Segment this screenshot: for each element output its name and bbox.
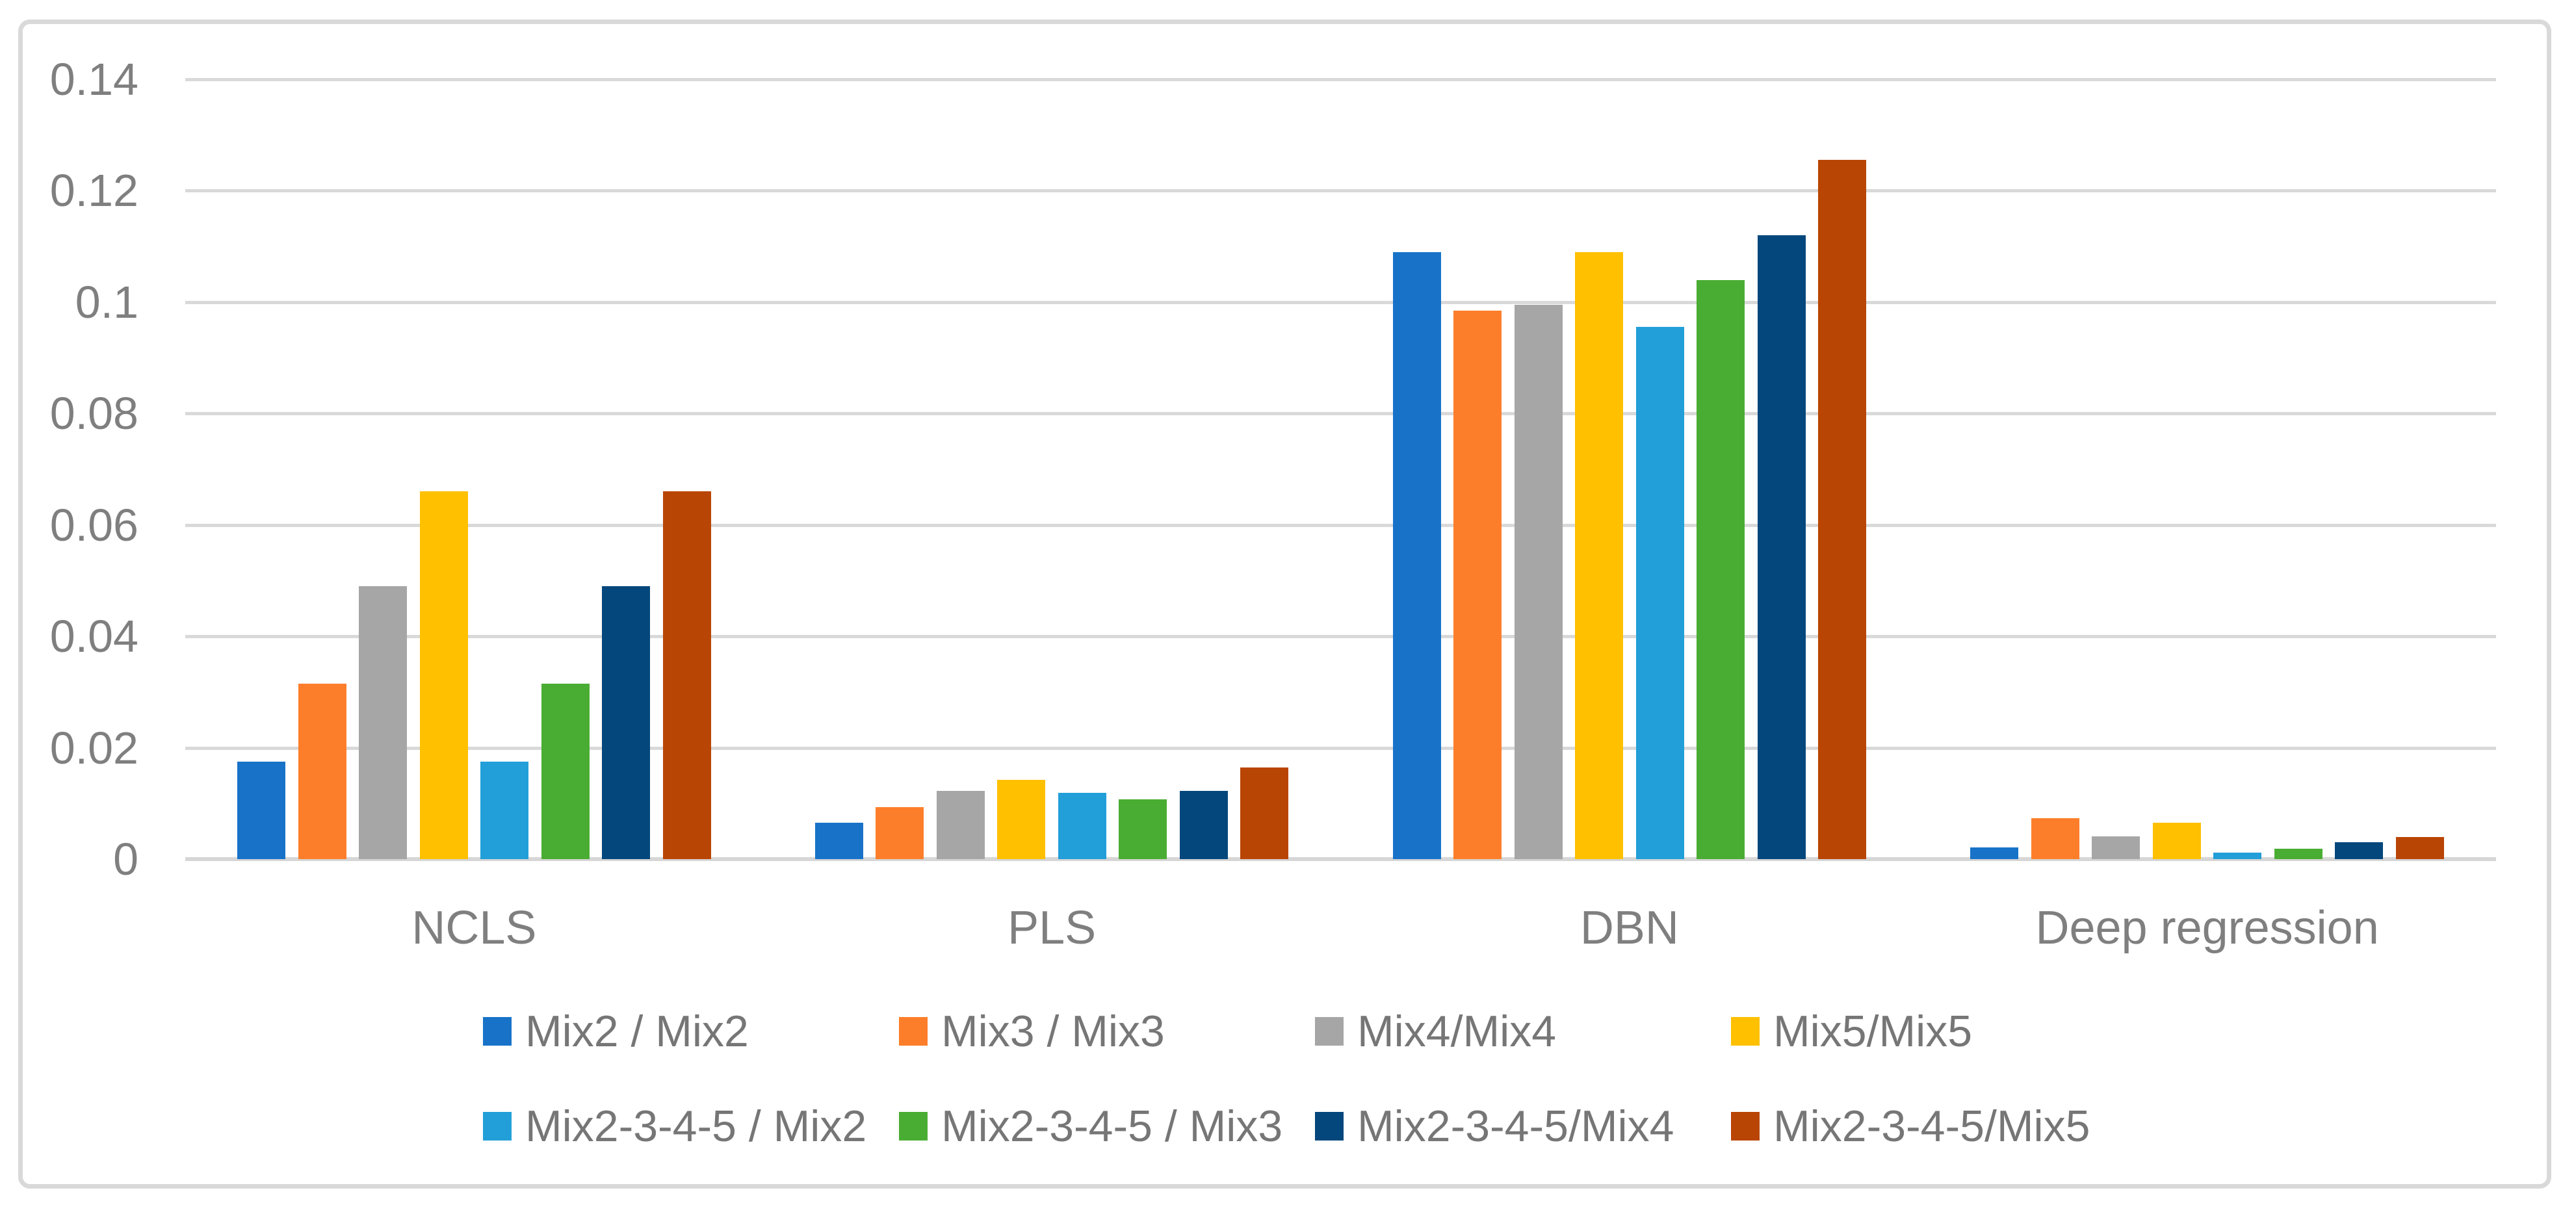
bar-Mix5-Mix5-NCLS <box>419 491 468 859</box>
bar-Mix2-3-4-5-Mix3-PLS <box>1119 799 1167 859</box>
legend-label: Mix4/Mix4 <box>1357 1007 1557 1056</box>
x-axis-category-label: Deep regression <box>2035 902 2379 954</box>
legend-swatch-icon <box>1315 1112 1344 1141</box>
legend-label: Mix2-3-4-5 / Mix2 <box>525 1102 867 1151</box>
bar-Mix2-3-4-5-Mix4-Deep regression <box>2335 842 2384 859</box>
legend-swatch-icon <box>899 1017 928 1046</box>
bar-Mix5-Mix5-PLS <box>997 780 1046 859</box>
bar-Mix2-Mix2-NCLS <box>237 762 286 859</box>
legend-item: Mix2-3-4-5 / Mix3 <box>899 1102 1315 1151</box>
y-axis-tick-label: 0.06 <box>49 499 138 550</box>
legend-item: Mix2 / Mix2 <box>483 1007 899 1056</box>
legend-item: Mix4/Mix4 <box>1315 1007 1731 1056</box>
bar-Mix2-Mix2-PLS <box>814 823 863 859</box>
x-axis-category-label: NCLS <box>411 902 537 954</box>
gridline-0.04 <box>185 635 2496 639</box>
gridline-0.06 <box>185 523 2496 527</box>
legend-label: Mix2-3-4-5/Mix4 <box>1357 1102 1674 1151</box>
legend-item: Mix2-3-4-5/Mix4 <box>1315 1102 1731 1151</box>
legend-swatch-icon <box>483 1017 512 1046</box>
bar-Mix2-Mix2-DBN <box>1392 252 1441 859</box>
gridline-0.12 <box>185 189 2496 193</box>
x-axis-category-label: DBN <box>1580 902 1679 954</box>
bar-Mix2-3-4-5-Mix3-DBN <box>1697 280 1745 859</box>
bar-Mix2-3-4-5-Mix2-Deep regression <box>2213 853 2262 859</box>
legend-item: Mix5/Mix5 <box>1731 1007 2147 1056</box>
bar-Mix2-3-4-5-Mix5-Deep regression <box>2395 837 2444 859</box>
legend-label: Mix2-3-4-5/Mix5 <box>1773 1102 2090 1151</box>
bar-Mix5-Mix5-DBN <box>1575 252 1624 859</box>
legend: Mix2 / Mix2 Mix3 / Mix3 Mix4/Mix4 Mix5/Mix5… <box>483 1007 2147 1151</box>
bar-Mix2-3-4-5-Mix2-PLS <box>1058 793 1106 859</box>
legend-label: Mix2-3-4-5 / Mix3 <box>941 1102 1283 1151</box>
gridline-0.1 <box>185 300 2496 304</box>
gridline-0.14 <box>185 78 2496 81</box>
y-axis-tick-label: 0.12 <box>49 165 138 216</box>
bar-Mix4-Mix4-NCLS <box>359 586 408 859</box>
y-axis-tick-label: 0.08 <box>49 388 138 439</box>
bar-Mix3-Mix3-NCLS <box>298 684 346 859</box>
bar-group-DBN <box>1341 79 1919 859</box>
bar-group-NCLS <box>185 79 763 859</box>
y-axis-tick-label: 0.02 <box>49 722 138 773</box>
bar-Mix3-Mix3-Deep regression <box>2031 818 2079 859</box>
legend-swatch-icon <box>899 1112 928 1141</box>
chart-border <box>18 19 2551 1189</box>
bar-Mix2-3-4-5-Mix3-Deep regression <box>2274 849 2322 859</box>
legend-swatch-icon <box>1731 1112 1760 1141</box>
bar-Mix4-Mix4-Deep regression <box>2092 836 2140 859</box>
legend-swatch-icon <box>1315 1017 1344 1046</box>
bar-Mix2-3-4-5-Mix5-DBN <box>1818 160 1867 859</box>
bar-Mix2-3-4-5-Mix2-DBN <box>1635 327 1684 859</box>
bar-Mix2-3-4-5-Mix4-PLS <box>1179 791 1228 859</box>
legend-item: Mix3 / Mix3 <box>899 1007 1315 1056</box>
y-axis-tick-label: 0.14 <box>49 54 138 105</box>
y-axis-tick-label: 0.1 <box>75 276 138 328</box>
bar-Mix5-Mix5-Deep regression <box>2152 823 2201 859</box>
legend-item: Mix2-3-4-5/Mix5 <box>1731 1102 2147 1151</box>
bar-Mix2-3-4-5-Mix4-NCLS <box>602 586 651 859</box>
x-axis-category-label: PLS <box>1008 902 1097 954</box>
bar-group-Deep regression <box>1918 79 2496 859</box>
bar-Mix2-3-4-5-Mix5-PLS <box>1240 767 1289 859</box>
y-axis-tick-label: 0.04 <box>49 611 138 662</box>
bar-Mix2-3-4-5-Mix3-NCLS <box>541 684 590 859</box>
bar-Mix4-Mix4-DBN <box>1514 305 1563 859</box>
plot-area <box>185 78 2496 861</box>
y-axis-tick-label: 0 <box>113 834 138 884</box>
bar-Mix2-3-4-5-Mix2-NCLS <box>480 762 529 859</box>
legend-label: Mix2 / Mix2 <box>525 1007 749 1056</box>
bar-Mix4-Mix4-PLS <box>936 791 985 859</box>
bar-group-PLS <box>763 79 1341 859</box>
bar-Mix2-3-4-5-Mix5-NCLS <box>662 491 711 859</box>
gridline-0.02 <box>185 746 2496 750</box>
bar-Mix3-Mix3-DBN <box>1453 311 1502 859</box>
bar-Mix3-Mix3-PLS <box>876 807 924 859</box>
legend-label: Mix3 / Mix3 <box>941 1007 1165 1056</box>
legend-swatch-icon <box>1731 1017 1760 1046</box>
x-axis-line <box>185 857 2496 861</box>
bar-Mix2-Mix2-Deep regression <box>1970 847 2019 859</box>
legend-label: Mix5/Mix5 <box>1773 1007 1973 1056</box>
legend-swatch-icon <box>483 1112 512 1141</box>
gridline-0.08 <box>185 412 2496 416</box>
bar-Mix2-3-4-5-Mix4-DBN <box>1757 235 1806 859</box>
legend-item: Mix2-3-4-5 / Mix2 <box>483 1102 899 1151</box>
